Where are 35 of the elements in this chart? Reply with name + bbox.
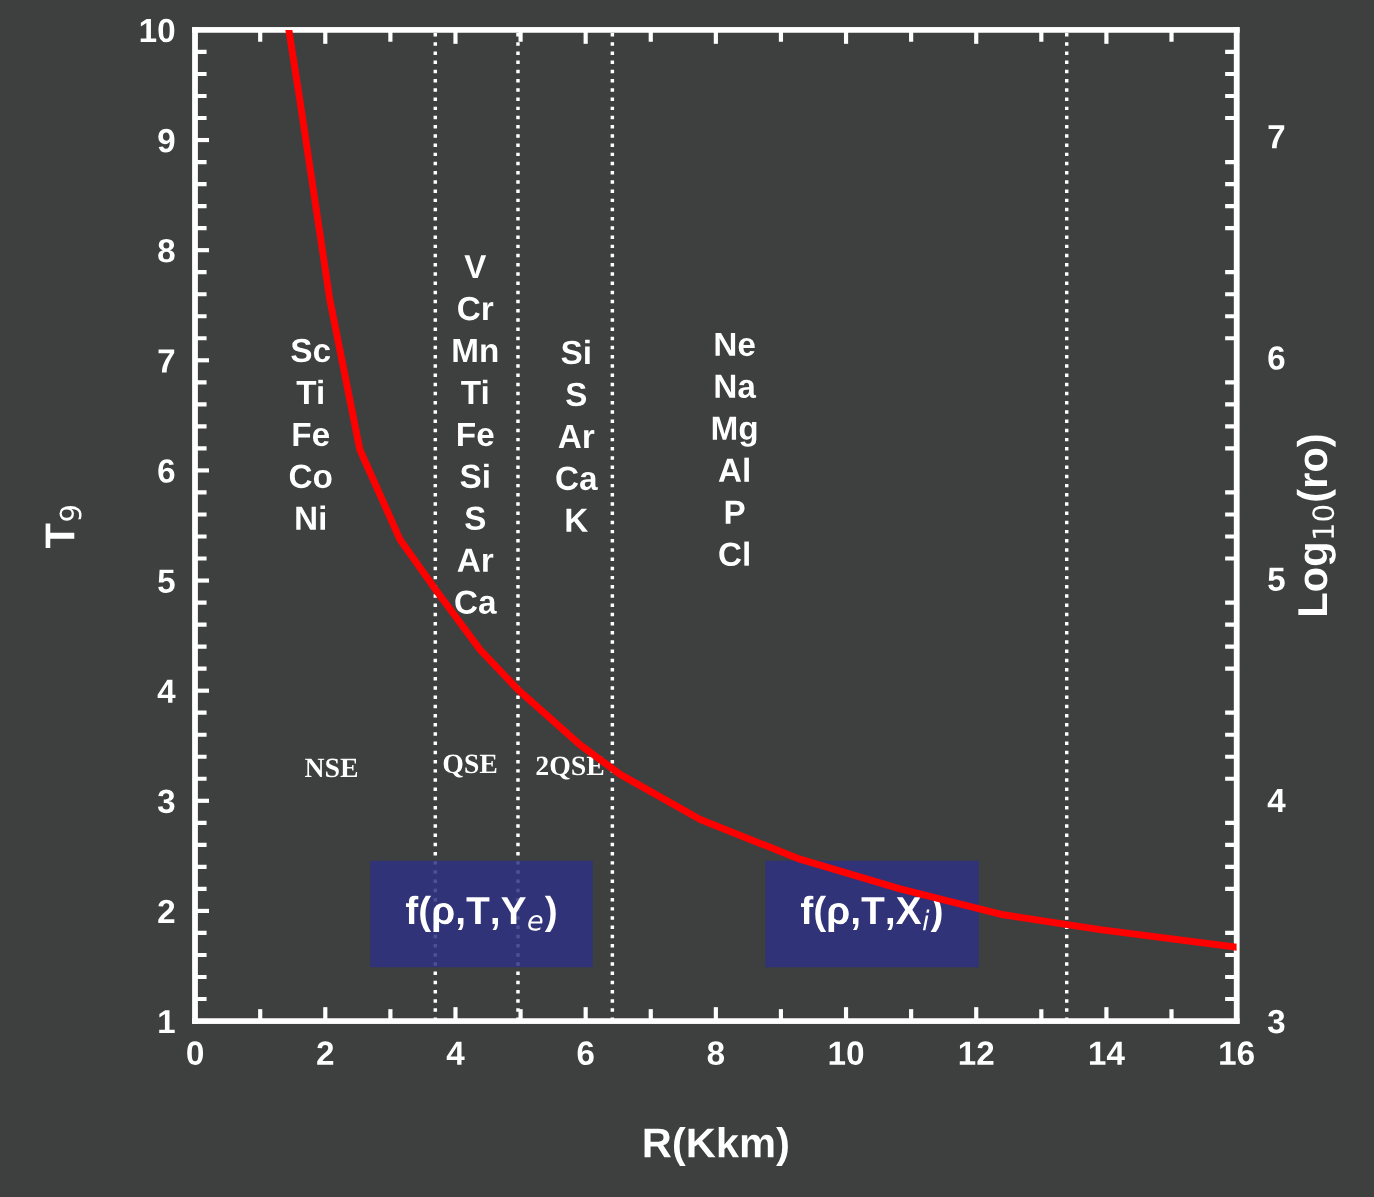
y-tick-label: 7 <box>158 349 175 373</box>
x-tick-label: 2 <box>317 1041 334 1065</box>
y2-tick-label: 6 <box>1268 346 1285 370</box>
annotation: f(ρ,T,Y$_{e}$) <box>405 895 556 932</box>
y2-tick-label: 4 <box>1267 788 1286 812</box>
y-tick-label: 8 <box>158 238 175 263</box>
annotation: Si S Ar Ca K <box>556 339 598 532</box>
x-tick-label: 8 <box>707 1041 725 1065</box>
y-tick-label: 2 <box>158 899 175 923</box>
y2-tick-label: 5 <box>1268 567 1285 591</box>
y2-tick-label: 7 <box>1268 125 1285 149</box>
x-tick-label: 16 <box>1220 1041 1254 1065</box>
y-tick-label: 6 <box>158 459 175 483</box>
x-tick-label: 0 <box>187 1041 204 1065</box>
y-tick-label: 1 <box>159 1010 175 1034</box>
x-tick-label: 4 <box>446 1041 465 1065</box>
annotation: 2QSE <box>536 756 604 780</box>
y-tick-label: 9 <box>158 128 175 153</box>
annotation: Sc Ti Fe Co Ni <box>289 338 332 530</box>
text: V Cr Mn Ti Fe Si S Ar Ca <box>453 255 498 614</box>
x-tick-label: 10 <box>829 1041 864 1065</box>
annotation: QSE <box>443 754 497 778</box>
y-tick-label: 3 <box>157 789 175 814</box>
annotation: Ne Na Mg Al P Cl <box>712 332 757 567</box>
y2-axis-title: Log$_{10}$(ro) <box>1296 435 1336 615</box>
y-tick-label: 10 <box>140 18 175 43</box>
y2-tick-label: 3 <box>1267 1009 1285 1034</box>
y-tick-label: 5 <box>158 569 175 593</box>
x-axis-title: R(Kkm) <box>644 1127 788 1166</box>
x-tick-label: 6 <box>577 1041 594 1065</box>
x-tick-label: 14 <box>1089 1041 1125 1065</box>
y-axis-title: T$_{9}$ <box>45 506 82 548</box>
x-tick-label: 12 <box>959 1041 994 1065</box>
annotation: NSE <box>305 758 358 778</box>
y-tick-label: 4 <box>157 679 176 703</box>
